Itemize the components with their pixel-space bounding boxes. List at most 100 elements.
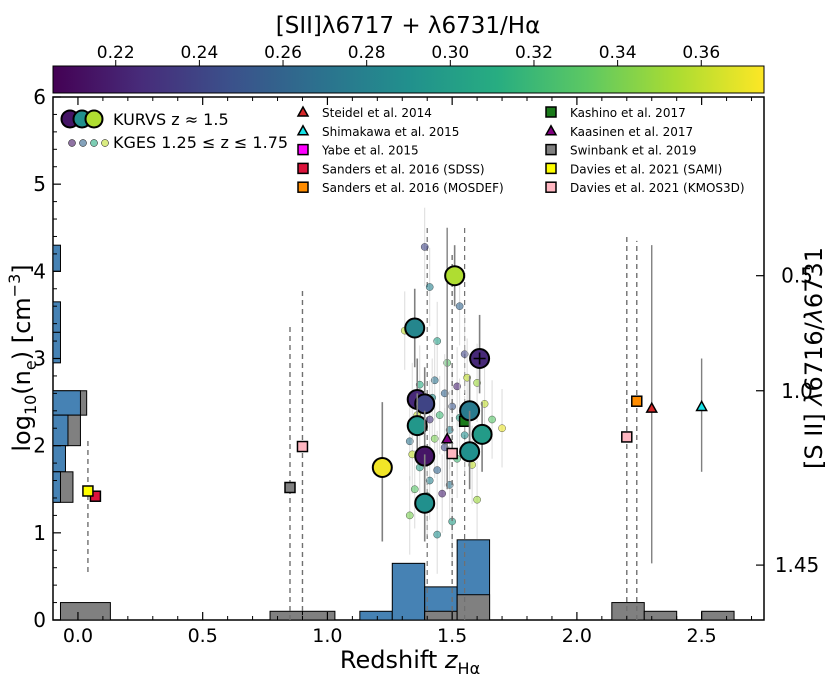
histogram-bar xyxy=(53,244,61,272)
kges-point xyxy=(433,337,442,345)
kges-point xyxy=(430,376,439,385)
colorbar-tick-label: 0.32 xyxy=(515,43,553,63)
y-tick-label: 2 xyxy=(33,434,46,458)
histogram-bar xyxy=(301,610,336,620)
y-tick-label: 3 xyxy=(33,347,46,371)
colorbar-tick-label: 0.30 xyxy=(431,43,469,63)
kurvs-point xyxy=(414,393,436,415)
y-tick-label: 1 xyxy=(33,521,46,545)
histogram-bar xyxy=(701,610,735,620)
x-tick-label: 1.5 xyxy=(437,625,467,647)
x-tick-label: 0.5 xyxy=(188,625,218,647)
legend-label: Davies et al. 2021 (SAMI) xyxy=(570,162,722,176)
kurvs-points xyxy=(371,245,493,542)
colorbar-tick-label: 0.24 xyxy=(180,43,218,63)
kges-point xyxy=(453,382,461,391)
histogram-bar xyxy=(53,390,81,416)
kurvs-point xyxy=(444,265,466,287)
colorbar-ticks xyxy=(115,60,702,66)
y2-tick-label: 1.45 xyxy=(775,553,820,577)
legend-marker-kges xyxy=(79,139,87,147)
literature-point xyxy=(621,431,633,443)
legend-marker xyxy=(296,124,310,136)
legend-marker xyxy=(545,106,557,118)
histogram-bar xyxy=(53,445,66,473)
x-tick-label: 1.0 xyxy=(312,625,342,647)
legend-label: Kashino et al. 2017 xyxy=(570,106,686,120)
legend-label: Sanders et al. 2016 (SDSS) xyxy=(322,162,485,176)
literature-point xyxy=(695,399,708,412)
histogram-bar xyxy=(643,610,678,620)
legend-literature: Steidel et al. 2014 Shimakawa et al. 2015… xyxy=(296,105,745,195)
histogram-bar xyxy=(611,602,645,620)
y2-axis-ticks: 0.5 1.0 1.45 xyxy=(756,264,819,577)
legend-marker-kges xyxy=(68,139,76,147)
literature-point xyxy=(296,440,309,453)
y2-axis-label: [S II] λ6716/λ6731 xyxy=(800,247,828,469)
kges-point xyxy=(425,415,434,424)
kges-point xyxy=(460,350,469,358)
kges-point xyxy=(420,243,429,251)
kges-point xyxy=(488,415,496,424)
legend-marker xyxy=(544,124,558,136)
kurvs-point xyxy=(371,456,393,478)
y2-tick-label: 0.5 xyxy=(781,264,813,288)
colorbar-tick-labels: 0.22 0.24 0.26 0.28 0.30 0.32 0.34 0.36 xyxy=(97,43,720,63)
histogram-bar xyxy=(391,562,426,620)
colorbar-tick-label: 0.26 xyxy=(264,43,302,63)
literature-point xyxy=(645,401,659,413)
colorbar-tick-label: 0.34 xyxy=(599,43,637,63)
histogram-bar xyxy=(53,331,61,364)
colorbar-tick-label: 0.36 xyxy=(682,43,720,63)
kges-point xyxy=(435,411,444,420)
legend-marker xyxy=(545,181,557,193)
colorbar-tick-label: 0.28 xyxy=(348,43,386,63)
legend-label: Shimakawa et al. 2015 xyxy=(322,125,459,139)
kges-point xyxy=(433,466,442,474)
legend-marker xyxy=(297,181,309,193)
literature-point xyxy=(446,447,458,460)
histogram-bar xyxy=(269,610,303,620)
x-tick-label: 2.5 xyxy=(687,625,717,647)
literature-points xyxy=(82,227,708,620)
literature-point xyxy=(82,485,94,497)
legend-label: Kaasinen et al. 2017 xyxy=(570,125,693,139)
kurvs-point xyxy=(406,415,428,437)
y-axis-ticks: 0 1 2 3 4 5 6 xyxy=(33,85,61,632)
legend-label: Steidel et al. 2014 xyxy=(322,106,432,120)
kurvs-point xyxy=(414,492,436,514)
colorbar-tick-label: 0.22 xyxy=(97,43,135,63)
literature-point xyxy=(631,395,643,407)
legend-surveys: KURVS z ≈ 1.5 KGES 1.25 ≤ z ≤ 1.75 xyxy=(60,109,288,152)
legend-label: Swinbank et al. 2019 xyxy=(570,144,696,158)
kges-point xyxy=(430,434,439,443)
kurvs-cross-marker xyxy=(473,352,486,365)
kges-point xyxy=(425,476,434,485)
literature-point xyxy=(440,432,454,444)
y-tick-label: 6 xyxy=(33,85,46,109)
x-tick-label: 0.0 xyxy=(63,625,93,647)
kges-point xyxy=(405,437,414,446)
legend-label: Sanders et al. 2016 (MOSDEF) xyxy=(322,181,504,195)
legend-marker-kges xyxy=(90,139,98,147)
literature-point xyxy=(284,481,296,494)
kurvs-point xyxy=(459,441,481,463)
legend-marker xyxy=(545,162,557,175)
kges-point xyxy=(433,530,442,539)
legend-label-kurvs: KURVS z ≈ 1.5 xyxy=(113,110,229,129)
kurvs-point xyxy=(404,317,426,339)
kges-point xyxy=(498,424,506,433)
kges-point xyxy=(425,283,434,291)
kges-point xyxy=(410,485,419,494)
colorbar xyxy=(52,65,765,94)
legend-marker xyxy=(545,143,557,156)
legend-marker xyxy=(297,143,309,156)
x-axis-label: Redshift zHα xyxy=(340,646,480,678)
legend-marker-kges xyxy=(101,139,109,147)
legend-label-kges: KGES 1.25 ≤ z ≤ 1.75 xyxy=(113,133,288,152)
legend-marker-kurvs xyxy=(84,109,104,129)
kges-point xyxy=(473,495,481,504)
legend-label: Yabe et al. 2015 xyxy=(321,144,419,158)
legend-label: Davies et al. 2021 (KMOS3D) xyxy=(570,181,745,195)
